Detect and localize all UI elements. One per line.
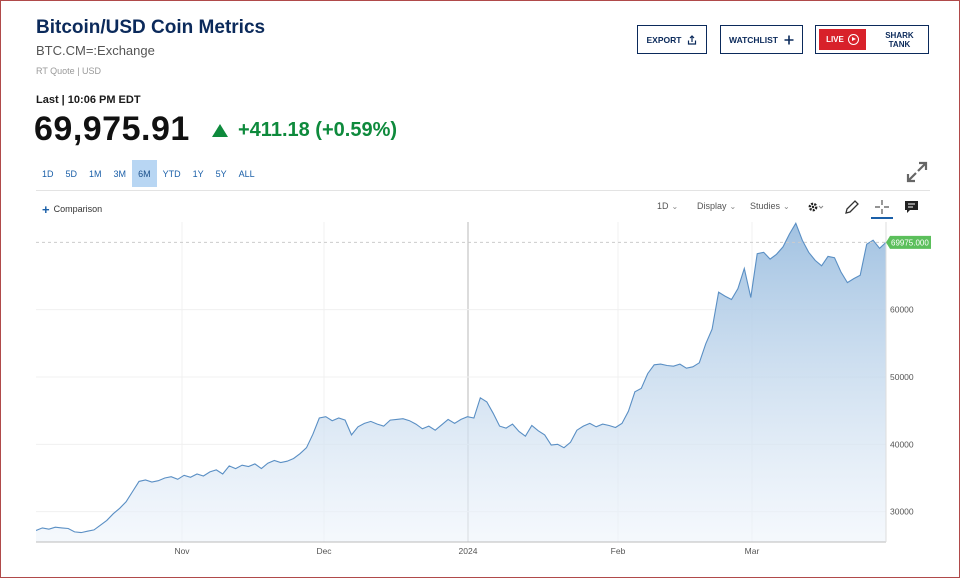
price-change: +411.18 (+0.59%)	[212, 119, 397, 142]
range-selector: 1D 5D 1M 3M 6M YTD 1Y 5Y ALL	[36, 160, 261, 187]
live-shark-tank-button[interactable]: LIVE SHARK TANK	[815, 25, 929, 54]
expand-icon[interactable]	[905, 160, 929, 184]
range-5d[interactable]: 5D	[65, 168, 78, 179]
share-icon	[688, 34, 697, 45]
play-icon	[847, 34, 859, 45]
chevron-down-icon: ⌄	[671, 201, 679, 211]
display-dropdown[interactable]: Display ⌄	[697, 201, 736, 211]
crosshair-icon[interactable]	[872, 197, 892, 217]
display-label: Display	[697, 201, 727, 211]
interval-label: 1D	[657, 201, 669, 211]
gear-icon[interactable]	[804, 197, 824, 217]
y-tick-label: 40000	[890, 439, 914, 449]
quote-type-label: RT Quote | USD	[36, 66, 102, 76]
up-arrow-icon	[212, 124, 228, 137]
range-5y[interactable]: 5Y	[215, 168, 227, 179]
live-badge: LIVE	[819, 29, 866, 50]
y-tick-label: 30000	[890, 507, 914, 517]
last-value-label: 69975.000	[891, 238, 929, 247]
y-tick-label: 60000	[890, 305, 914, 315]
plus-icon	[784, 35, 794, 44]
chevron-down-icon: ⌄	[783, 201, 790, 211]
price-area	[36, 223, 886, 543]
watchlist-button[interactable]: WATCHLIST	[720, 25, 803, 54]
plus-icon: +	[42, 201, 50, 217]
price-chart[interactable]: Nov Dec 2024 Feb Mar 30000 40000 50000 60000 6997…	[36, 222, 936, 558]
range-6m[interactable]: 6M	[132, 160, 157, 187]
interval-dropdown[interactable]: 1D ⌄	[657, 201, 678, 211]
price-line	[36, 222, 887, 534]
price-change-value: +411.18 (+0.59%)	[238, 119, 398, 141]
range-3m[interactable]: 3M	[113, 168, 127, 179]
comparison-label: Comparison	[53, 204, 103, 214]
range-ytd[interactable]: YTD	[162, 168, 181, 179]
pencil-icon[interactable]	[842, 197, 862, 217]
x-tick-label: Nov	[174, 546, 190, 556]
symbol-label: BTC.CM=:Exchange	[36, 43, 155, 58]
x-tick-label: Dec	[316, 546, 332, 556]
export-button[interactable]: EXPORT	[637, 25, 707, 54]
y-tick-label: 50000	[890, 372, 914, 382]
x-tick-label: Feb	[611, 546, 626, 556]
x-tick-label: 2024	[459, 546, 478, 556]
comment-icon[interactable]	[902, 197, 922, 217]
range-all[interactable]: ALL	[238, 168, 255, 179]
watchlist-button-label: WATCHLIST	[729, 34, 778, 45]
chevron-down-icon: ⌄	[729, 201, 737, 211]
last-price: 69,975.91	[34, 110, 190, 148]
shark-tank-label: SHARK TANK	[885, 30, 914, 49]
range-1m[interactable]: 1M	[89, 168, 102, 179]
last-time-label: Last | 10:06 PM EDT	[36, 94, 141, 106]
comparison-button[interactable]: + Comparison	[42, 201, 103, 217]
range-1d[interactable]: 1D	[42, 168, 54, 179]
last-value-tag	[886, 235, 931, 249]
live-label: LIVE	[826, 35, 844, 44]
toolbar-divider	[36, 190, 930, 191]
export-button-label: EXPORT	[646, 34, 682, 45]
studies-dropdown[interactable]: Studies ⌄	[750, 201, 790, 211]
x-tick-label: Mar	[745, 546, 760, 556]
page-title: Bitcoin/USD Coin Metrics	[36, 17, 266, 38]
studies-label: Studies	[750, 201, 781, 211]
active-tool-indicator	[871, 217, 893, 219]
range-1y[interactable]: 1Y	[192, 168, 204, 179]
